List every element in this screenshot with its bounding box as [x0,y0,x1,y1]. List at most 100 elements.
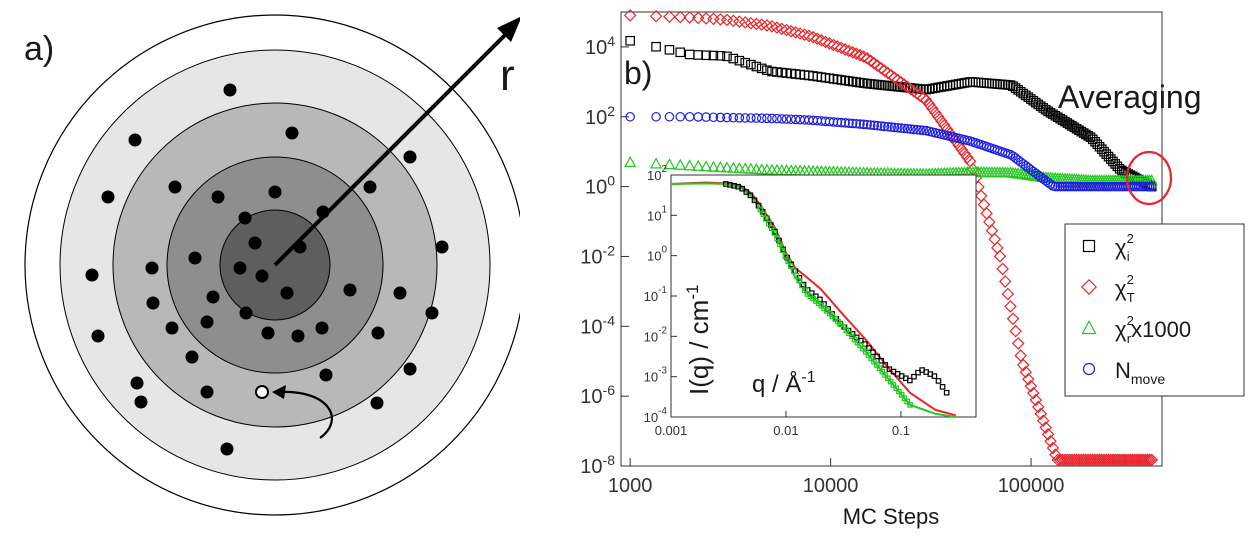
x-tick-label: 100000 [998,475,1065,497]
y-tick-label: 102 [585,103,615,129]
data-point [929,106,942,120]
data-point [960,151,974,164]
inset-data-point [935,378,942,384]
data-point [740,57,751,68]
data-point [1146,181,1157,192]
data-point [1044,434,1057,448]
particle-dot [223,83,237,97]
data-point [840,118,850,128]
data-point [907,85,921,98]
particle-dot [168,180,182,194]
data-point [916,91,930,105]
data-point [857,50,870,63]
data-point [1016,358,1030,372]
data-point [889,122,900,133]
data-point [673,10,687,24]
data-point [675,111,686,122]
data-point [651,41,661,52]
data-point [955,143,968,156]
data-point [1026,94,1036,104]
data-point [847,118,858,129]
data-point [995,79,1005,90]
data-point [844,118,854,128]
legend-marker [1082,362,1096,376]
particle-dot [145,261,159,275]
inset-y-tick-label: 101 [647,204,667,223]
data-point [751,61,762,72]
inset-data-point [739,185,746,192]
y-tick-label: 10-2 [580,242,615,268]
y-tick-label: 104 [585,33,615,59]
particle-dot [403,150,417,164]
particle-dot [85,268,99,282]
particle-dot [233,261,247,275]
averaging-highlight-ellipse [1125,150,1173,206]
legend-entry: Nmove [1115,358,1165,387]
particle-dot [280,286,294,300]
data-point [1055,181,1065,192]
data-point [874,61,888,75]
data-point [674,158,687,170]
particle-dot [146,296,160,310]
data-point [756,63,767,74]
data-point [684,49,695,60]
data-point [1052,181,1063,192]
move-arrowhead [272,385,286,399]
data-point [722,51,732,62]
data-point [919,93,933,107]
inset-x-axis-title: q / Å-1 [752,369,816,398]
data-point [760,163,773,175]
data-point [853,48,867,62]
data-point [806,30,820,44]
y-tick-label: 10-6 [580,382,615,408]
trial-position-marker [255,385,269,399]
data-point [1132,453,1146,467]
data-point [846,46,859,59]
data-point [976,77,986,88]
data-point [744,16,758,30]
particle-dot [403,362,417,376]
data-point [708,50,719,61]
data-point [760,19,774,32]
data-point [649,9,663,23]
data-point [683,11,696,24]
data-point [899,123,910,134]
particle-dot [425,306,439,320]
data-point [815,34,828,47]
data-point [993,250,1007,263]
data-point [727,161,740,173]
particle-dot [128,133,142,147]
data-point [751,113,762,123]
data-point [1136,453,1150,467]
particle-dot [238,211,252,225]
x-tick-label: 10000 [803,475,859,497]
data-point [871,59,884,73]
data-point [912,124,922,135]
particle-dot [285,126,299,140]
data-point [1130,453,1144,467]
inset-x-tick-label: 0.1 [892,423,910,438]
data-point [879,121,890,132]
data-point [780,23,793,37]
data-point [786,114,796,125]
legend-entry: χ2 rx1000 [1115,313,1191,346]
data-point [1009,324,1022,338]
data-point [1064,181,1075,192]
data-point [624,155,637,168]
data-point [708,112,719,123]
data-point [734,55,745,66]
data-point [776,114,787,124]
data-point [693,112,704,122]
particle-dot [134,395,148,409]
data-point [1024,379,1038,393]
data-point [834,41,848,55]
particle-dot [130,376,144,390]
data-point [1046,441,1060,455]
y-tick-label: 10-8 [580,452,615,478]
data-point [811,32,824,46]
legend-marker [1082,239,1096,253]
data-point [892,122,903,133]
data-point [1043,177,1053,188]
data-point [683,159,696,171]
